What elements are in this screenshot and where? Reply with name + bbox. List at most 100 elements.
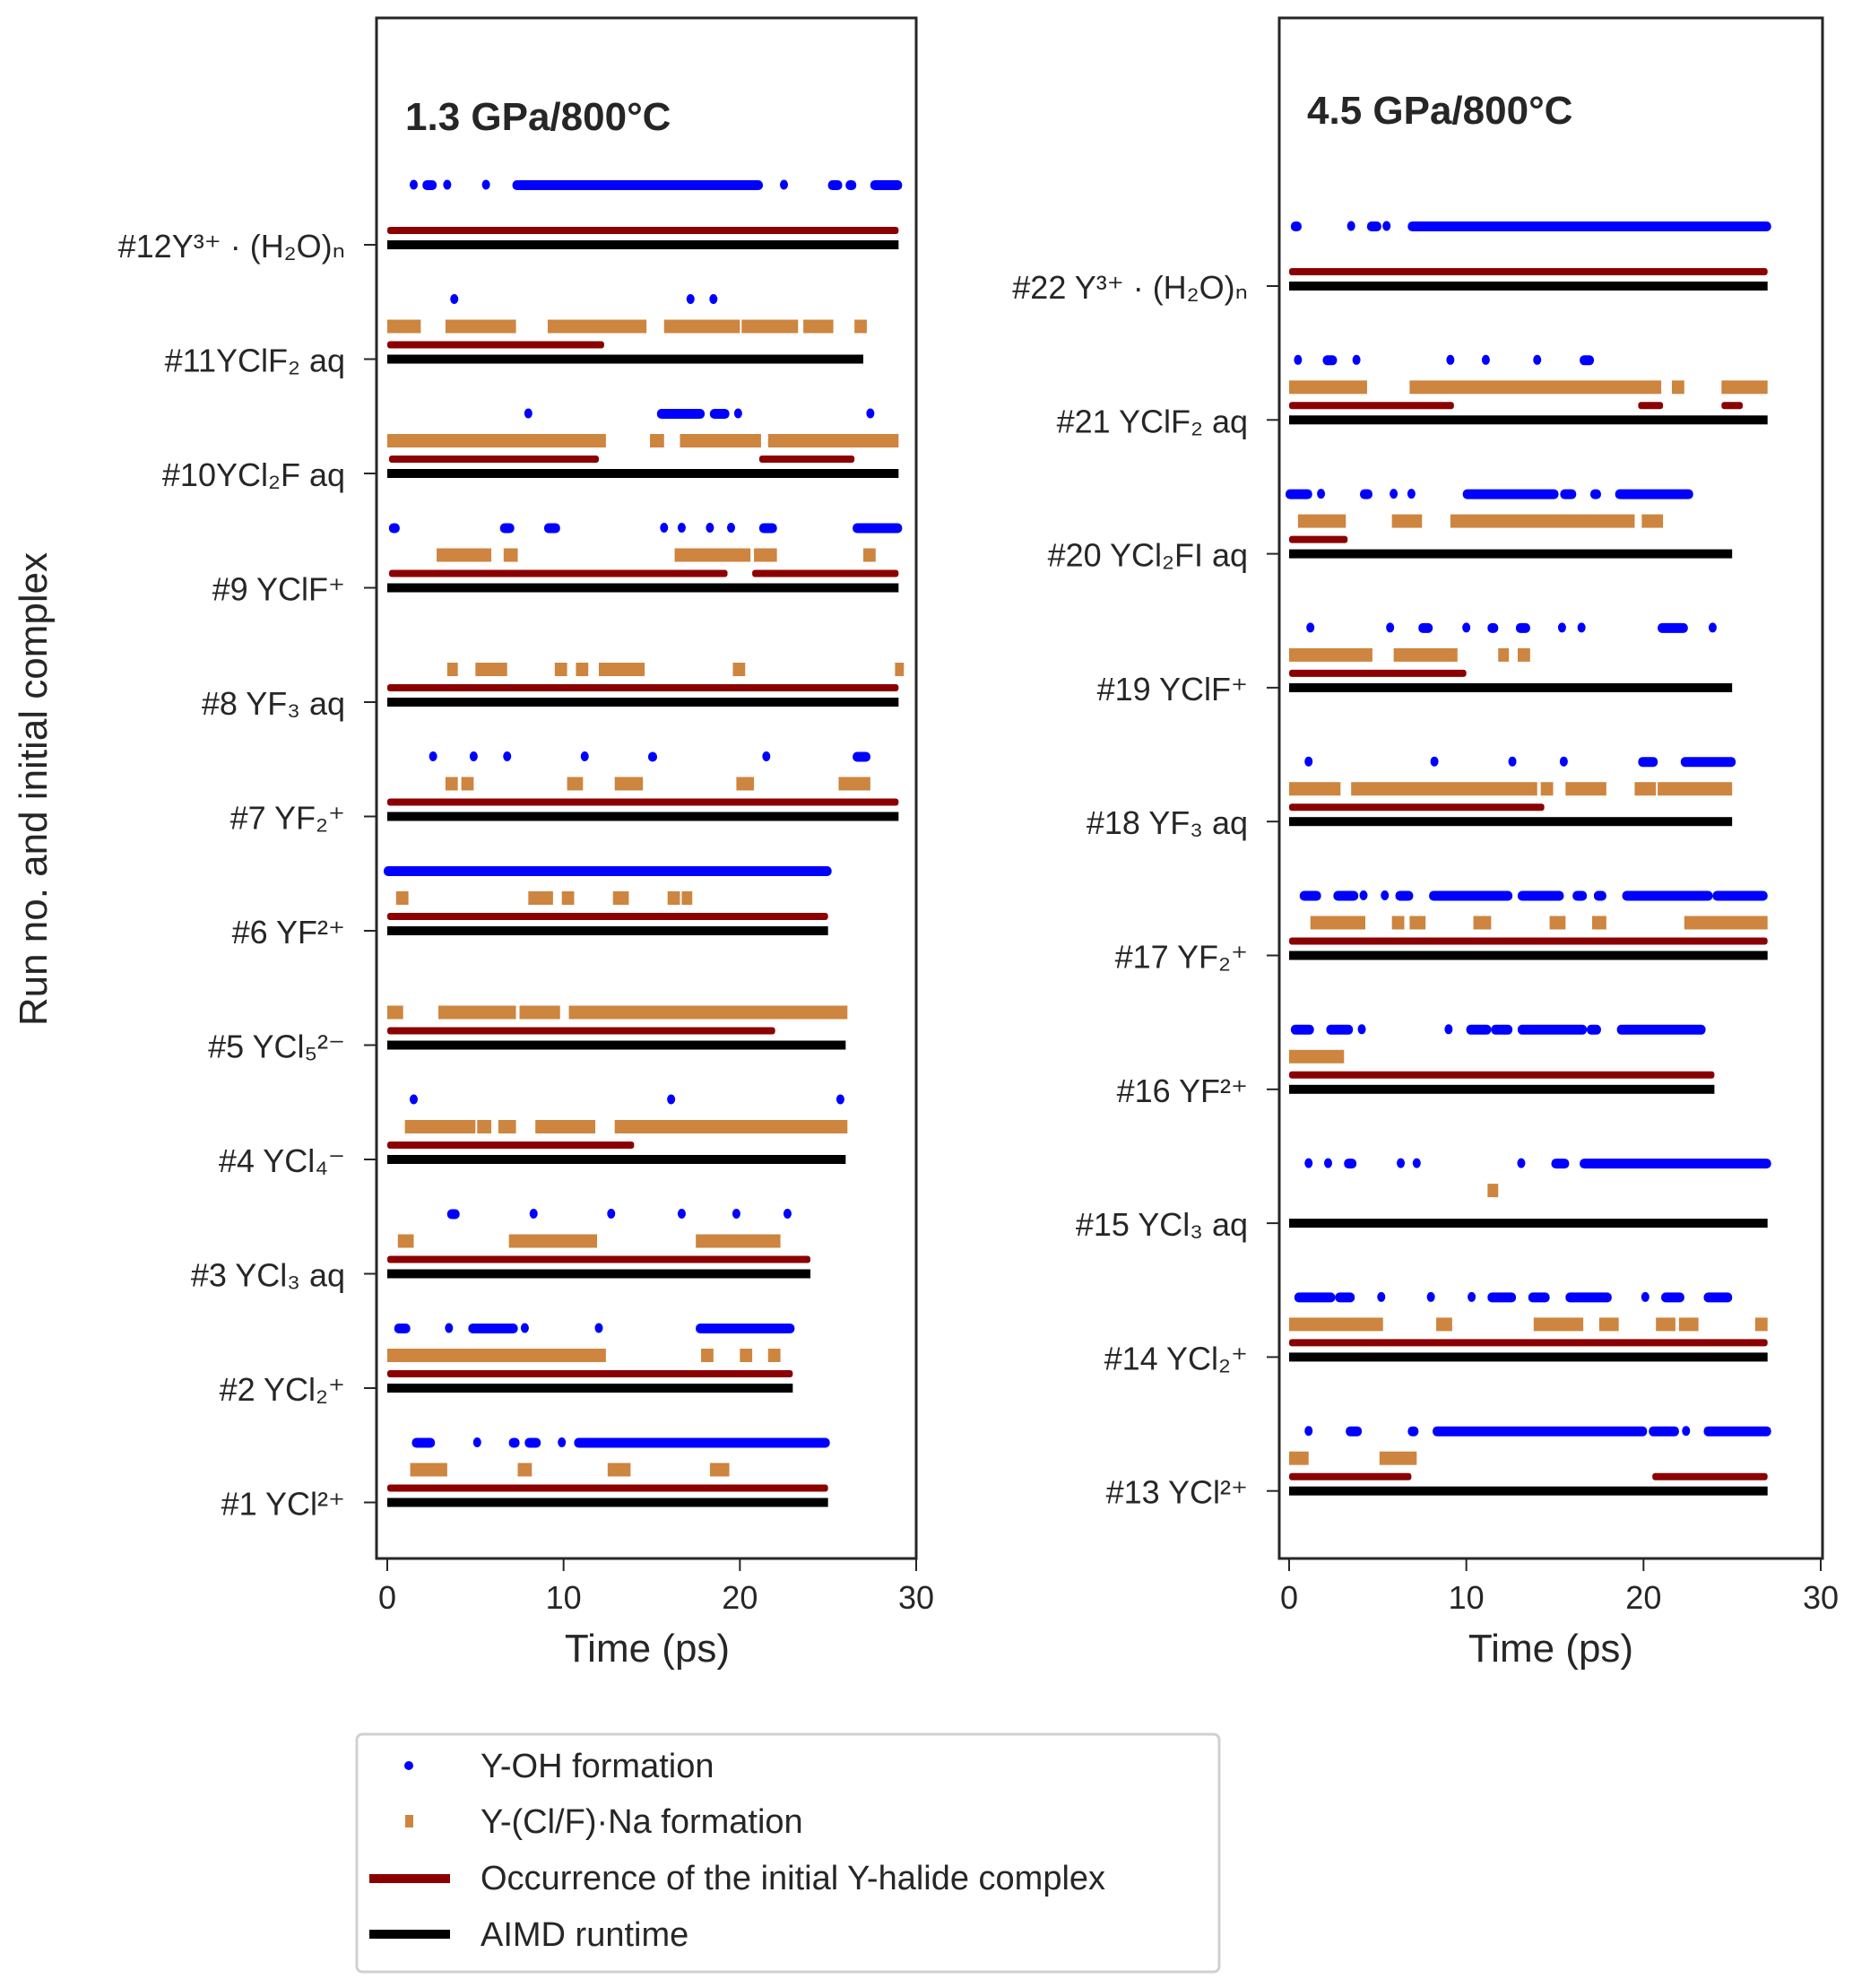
oh-formation-cluster — [1517, 890, 1564, 901]
run-label: #5 YCl₅²⁻ — [208, 1029, 345, 1065]
na-formation-bar — [535, 1120, 596, 1133]
na-formation-bar — [395, 891, 409, 905]
x-tick-label: 30 — [898, 1579, 934, 1616]
na-formation-bar — [387, 1349, 606, 1362]
oh-formation-point — [1359, 890, 1368, 900]
runtime-bar — [1289, 282, 1768, 291]
na-formation-bar — [1409, 380, 1662, 395]
na-formation-bar — [508, 1234, 598, 1248]
run-label: #13 YCl²⁺ — [1106, 1474, 1248, 1511]
oh-formation-point — [660, 523, 669, 533]
run-row: #19 YClF⁺ — [1097, 622, 1733, 708]
oh-formation-cluster — [1587, 1024, 1601, 1035]
run-label: #11YClF₂ aq — [165, 343, 345, 379]
initial-complex-bar — [387, 1370, 793, 1377]
na-formation-bar — [709, 1463, 730, 1477]
oh-formation-cluster — [1429, 890, 1513, 901]
panel-title: 4.5 GPa/800°C — [1307, 89, 1572, 133]
oh-formation-cluster — [1560, 489, 1577, 499]
oh-formation-cluster — [1333, 890, 1359, 901]
oh-formation-cluster — [853, 751, 870, 762]
panel-4-5gpa: 4.5 GPa/800°C #22 Y³⁺ · (H₂O)ₙ #21 YClF₂ … — [1012, 16, 1839, 1671]
x-tick-label: 10 — [1449, 1579, 1485, 1616]
oh-formation-point — [732, 1209, 740, 1219]
initial-complex-bar — [387, 1142, 635, 1149]
oh-formation-point — [727, 523, 735, 533]
na-formation-bar — [701, 1349, 714, 1362]
na-formation-bar — [1289, 1317, 1383, 1332]
initial-complex-bar — [758, 456, 855, 463]
na-formation-bar — [568, 1005, 848, 1020]
runtime-bar — [1289, 549, 1733, 559]
initial-complex-bar — [387, 1484, 828, 1492]
oh-formation-point — [443, 179, 452, 190]
oh-formation-point — [1304, 1158, 1313, 1168]
oh-formation-cluster — [648, 751, 657, 762]
oh-formation-point — [1557, 622, 1566, 633]
na-formation-bar — [650, 434, 664, 447]
oh-formation-cluster — [1616, 1024, 1706, 1035]
na-formation-bar — [1721, 380, 1768, 395]
na-formation-bar — [614, 1120, 848, 1133]
oh-formation-cluster — [758, 523, 777, 534]
run-row: #5 YCl₅²⁻ — [208, 1005, 848, 1065]
oh-formation-point — [580, 751, 589, 761]
oh-formation-point — [1346, 221, 1355, 231]
legend-marker-initial — [369, 1874, 450, 1883]
x-axis-ticks: 0 10 20 30 — [378, 1558, 934, 1616]
na-formation-bar — [854, 319, 867, 334]
na-formation-bar — [576, 663, 589, 676]
na-formation-bar — [754, 548, 777, 562]
oh-formation-point — [762, 751, 771, 761]
runtime-bar — [387, 240, 899, 249]
na-formation-bar — [397, 1234, 414, 1248]
oh-formation-point — [445, 1323, 454, 1333]
oh-formation-cluster — [1580, 1159, 1771, 1169]
na-formation-bar — [663, 319, 740, 334]
na-formation-bar — [445, 319, 516, 334]
runtime-bar — [387, 1498, 828, 1507]
run-label: #1 YCl²⁺ — [221, 1486, 345, 1523]
run-label: #4 YCl₄⁻ — [219, 1142, 345, 1179]
run-row: #11YClF₂ aq — [165, 294, 867, 379]
na-formation-bar — [446, 663, 458, 676]
initial-complex-bar — [1289, 803, 1545, 812]
initial-complex-bar — [1289, 1339, 1768, 1347]
run-label: #16 YF²⁺ — [1117, 1072, 1248, 1109]
run-row: #10YCl₂F aq — [162, 408, 899, 493]
oh-formation-point — [1708, 622, 1717, 633]
oh-formation-cluster — [1395, 890, 1414, 901]
x-axis-ticks: 0 10 20 30 — [1280, 1558, 1839, 1616]
oh-formation-cluster — [1680, 757, 1736, 768]
na-formation-bar — [1598, 1317, 1619, 1332]
initial-complex-bar — [1289, 402, 1454, 410]
run-label: #8 YF₃ aq — [202, 685, 345, 722]
run-label: #12Y³⁺ · (H₂O)ₙ — [118, 228, 345, 265]
oh-formation-point — [1412, 1158, 1421, 1168]
na-formation-bar — [438, 1005, 516, 1020]
oh-formation-point — [1533, 354, 1542, 365]
initial-complex-bar — [1289, 268, 1768, 275]
oh-formation-cluster — [1346, 1426, 1363, 1437]
na-formation-bar — [803, 319, 834, 334]
oh-formation-cluster — [1551, 1159, 1570, 1169]
oh-formation-point — [429, 751, 437, 761]
oh-formation-cluster — [1712, 890, 1768, 901]
na-formation-bar — [1671, 380, 1684, 395]
na-formation-bar — [1549, 916, 1566, 930]
oh-formation-point — [1577, 622, 1586, 633]
run-label: #10YCl₂F aq — [162, 456, 345, 493]
na-formation-bar — [607, 1463, 631, 1477]
run-row: #2 YCl₂⁺ — [220, 1323, 795, 1408]
x-tick-label: 30 — [1803, 1579, 1839, 1616]
panel-title: 1.3 GPa/800°C — [405, 95, 671, 139]
oh-formation-point — [1462, 622, 1471, 633]
oh-formation-point — [1317, 489, 1326, 499]
oh-formation-cluster — [1299, 890, 1321, 901]
initial-complex-bar — [1289, 1071, 1715, 1079]
na-formation-bar — [740, 1349, 753, 1362]
x-tick-label: 20 — [1625, 1579, 1661, 1616]
oh-formation-cluster — [1326, 1024, 1354, 1035]
na-formation-bar — [1487, 1184, 1499, 1198]
initial-complex-bar — [1289, 1472, 1412, 1480]
